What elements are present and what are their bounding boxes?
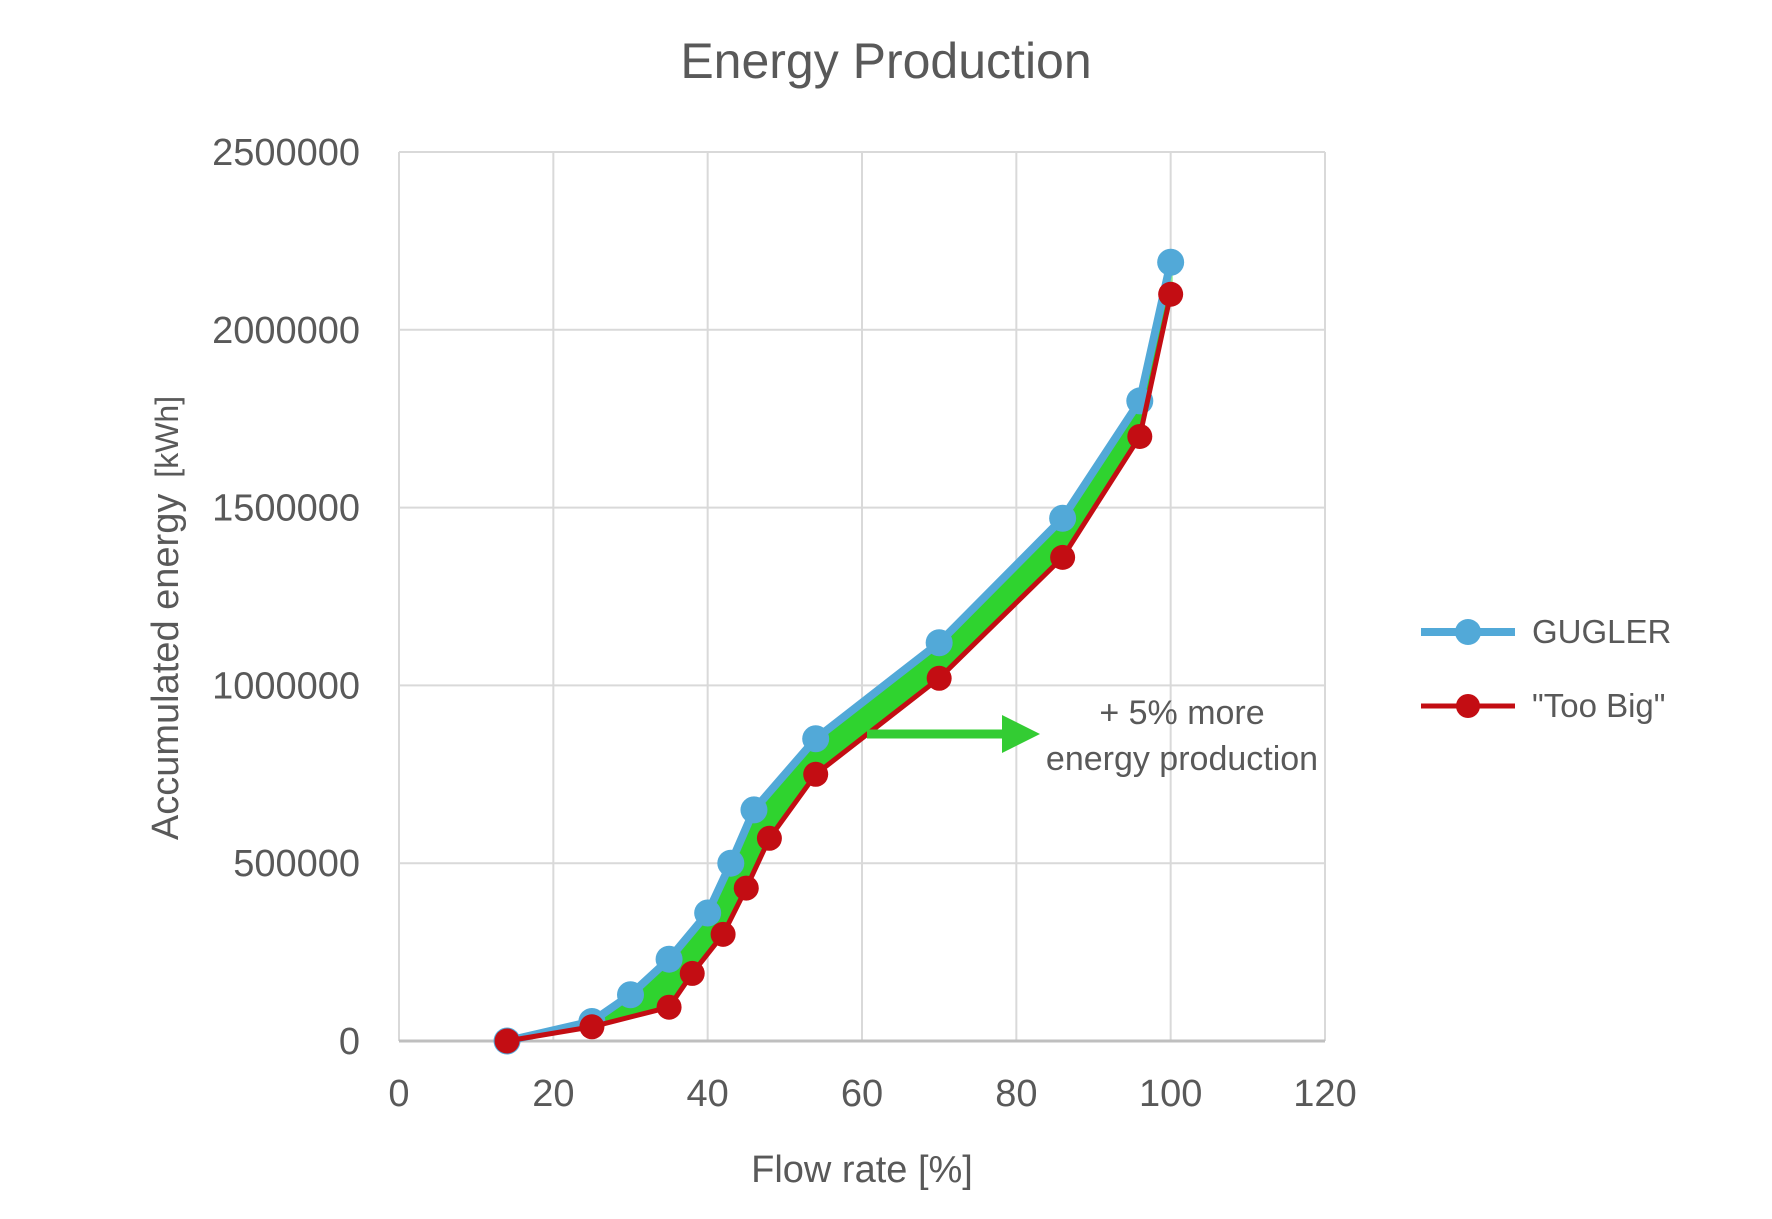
y-tick-label-1000000: 1000000: [212, 665, 360, 707]
data-point-too-big-96: [1127, 423, 1153, 449]
x-axis-title: Flow rate [%]: [751, 1149, 973, 1191]
y-axis-title: Accumulated energy [kWh]: [145, 396, 187, 840]
legend-label-gugler: GUGLER: [1532, 613, 1672, 650]
data-point-gugler-70: [925, 629, 953, 657]
x-tick-label-120: 120: [1293, 1073, 1356, 1115]
data-point-too-big-86: [1050, 544, 1076, 570]
series-line-gugler: [506, 261, 1175, 1045]
x-tick-label-60: 60: [841, 1073, 883, 1115]
data-point-gugler-54: [802, 725, 830, 753]
legend-item-gugler: GUGLER: [1418, 610, 1671, 654]
data-point-gugler-86: [1049, 504, 1077, 532]
y-tick-label-500000: 500000: [233, 843, 360, 885]
legend-dot-too-big: [1456, 694, 1480, 718]
data-point-too-big-25: [579, 1014, 605, 1040]
y-tick-label-0: 0: [339, 1021, 360, 1063]
annotation-line-1: + 5% more: [1099, 694, 1264, 732]
tick-layer: 0 20 40 60 80 100 120 0 500000 1000000 1500000 2000…: [212, 132, 1357, 1115]
grid-layer: [398, 151, 1326, 1043]
chart-title: Energy Production: [680, 33, 1091, 89]
legend-label-too-big: "Too Big": [1532, 687, 1666, 724]
y-axis-title-main: Accumulated energy: [145, 494, 187, 840]
y-tick-label-1500000: 1500000: [212, 488, 360, 530]
y-tick-label-2500000: 2500000: [212, 132, 360, 174]
data-point-gugler-35: [655, 945, 683, 973]
data-point-too-big-35: [656, 994, 682, 1020]
data-point-too-big-70: [926, 665, 952, 691]
data-point-gugler-100: [1157, 248, 1185, 276]
fill-layer: [505, 260, 1173, 1043]
data-point-gugler-46: [740, 796, 768, 824]
data-point-gugler-40: [694, 899, 722, 927]
series-layer: [493, 248, 1185, 1055]
data-point-too-big-54: [803, 761, 829, 787]
x-tick-label-40: 40: [687, 1073, 729, 1115]
data-point-gugler-43: [717, 849, 745, 877]
arrow-layer: [867, 715, 1040, 753]
annotation-line-2: energy production: [1046, 740, 1318, 778]
y-tick-label-2000000: 2000000: [212, 310, 360, 352]
x-tick-label-100: 100: [1139, 1073, 1202, 1115]
x-tick-label-80: 80: [995, 1073, 1037, 1115]
legend: GUGLER "Too Big": [1418, 610, 1671, 728]
data-point-too-big-42: [710, 921, 736, 947]
data-point-too-big-38: [679, 960, 705, 986]
legend-item-too-big: "Too Big": [1418, 684, 1671, 728]
x-tick-label-0: 0: [388, 1073, 409, 1115]
data-point-too-big-48: [756, 825, 782, 851]
data-point-too-big-45: [733, 875, 759, 901]
data-point-too-big-14: [494, 1028, 520, 1054]
data-point-too-big-100: [1158, 281, 1184, 307]
series-line-too-big: [506, 293, 1174, 1044]
data-point-gugler-30: [617, 981, 644, 1009]
annotation-arrow-head: [1002, 715, 1040, 753]
x-tick-label-20: 20: [532, 1073, 574, 1115]
legend-marker-too-big: [1421, 694, 1515, 718]
legend-marker-gugler: [1421, 619, 1515, 645]
y-axis-title-unit: [kWh]: [149, 396, 185, 478]
legend-dot-gugler: [1455, 619, 1481, 645]
fill-between-area: [505, 260, 1173, 1043]
